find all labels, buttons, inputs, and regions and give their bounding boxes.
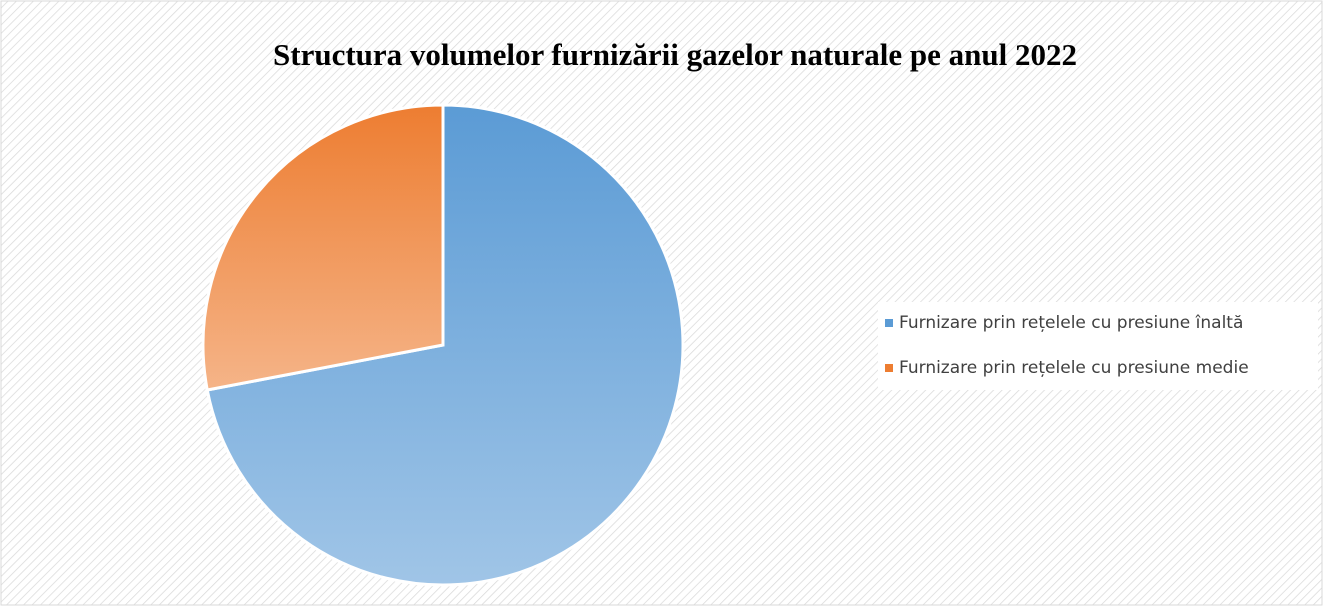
pie-slice (205, 103, 685, 587)
legend-label: Furnizare prin rețelele cu presiune medi… (899, 358, 1249, 378)
legend-swatch (885, 364, 893, 372)
pie-slice (201, 103, 445, 392)
legend-label: Furnizare prin rețelele cu presiune înal… (899, 313, 1243, 333)
legend-box (878, 302, 1318, 390)
chart-title: Structura volumelor furnizării gazelor n… (273, 37, 1077, 72)
legend-swatch (885, 319, 893, 327)
